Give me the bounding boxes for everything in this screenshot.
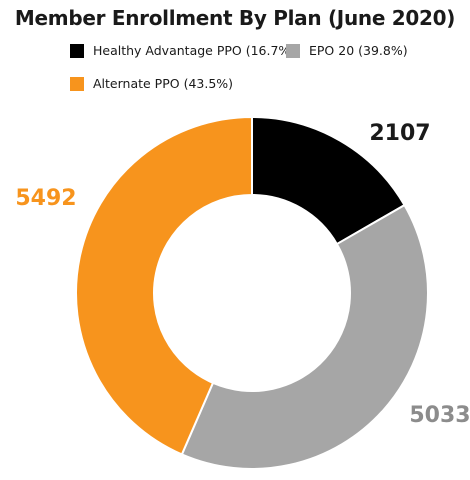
donut-slices — [75, 115, 429, 470]
donut-slice-alternate-ppo — [75, 115, 253, 456]
legend-item-alternate-ppo: Alternate PPO (43.5%) — [70, 76, 233, 91]
legend-label-healthy-advantage: Healthy Advantage PPO (16.7%) — [93, 43, 296, 58]
legend-item-epo-20: EPO 20 (39.8%) — [286, 43, 408, 58]
legend-swatch-epo-20 — [286, 43, 300, 58]
value-label-alternate-ppo: 5492 — [15, 186, 76, 211]
donut-value-labels: 2107 5033 5492 — [15, 121, 470, 428]
donut-slice-epo-20 — [180, 203, 429, 470]
value-label-epo-20: 5033 — [409, 403, 470, 428]
value-label-healthy-advantage: 2107 — [369, 121, 430, 146]
legend-label-epo-20: EPO 20 (39.8%) — [309, 43, 408, 58]
legend-label-alternate-ppo: Alternate PPO (43.5%) — [93, 76, 234, 91]
legend-swatch-alternate-ppo — [70, 76, 84, 91]
legend-swatch-healthy-advantage — [70, 43, 84, 58]
legend-item-healthy-advantage: Healthy Advantage PPO (16.7%) — [70, 43, 295, 58]
chart-title: Member Enrollment By Plan (June 2020) — [14, 6, 456, 30]
